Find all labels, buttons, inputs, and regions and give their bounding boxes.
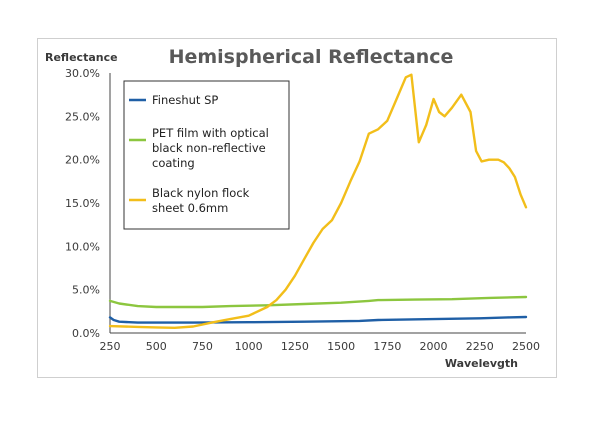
- y-tick-label: 10.0%: [65, 240, 100, 253]
- legend-entry-1: Fineshut SP: [152, 93, 218, 107]
- x-tick-label: 1500: [327, 340, 355, 353]
- x-tick-label: 2500: [512, 340, 540, 353]
- y-tick-label: 20.0%: [65, 154, 100, 167]
- series-line-1: [108, 315, 528, 324]
- y-tick-label: 0.0%: [72, 327, 100, 340]
- legend-entry-2: PET film with optical black non-reflectiv…: [152, 126, 269, 170]
- axes: 250 500 750 1000 1250 1500 1750 2000 2250 2500 0.0…: [65, 67, 540, 353]
- legend-entry-3: Black nylon flock sheet 0.6mm: [152, 186, 250, 215]
- legend-box: [123, 80, 290, 230]
- y-tick-label: 5.0%: [72, 284, 100, 297]
- series-line-2: [108, 295, 528, 309]
- x-tick-label: 1250: [281, 340, 309, 353]
- y-tick-label: 30.0%: [65, 67, 100, 80]
- series-line-3: [108, 73, 528, 329]
- x-tick-label: 500: [146, 340, 167, 353]
- y-tick-label: 25.0%: [65, 110, 100, 123]
- x-axis-label: Wavelevgth: [445, 357, 518, 370]
- x-tick-label: 2000: [420, 340, 448, 353]
- y-tick-label: 15.0%: [65, 197, 100, 210]
- x-tick-label: 750: [192, 340, 213, 353]
- series-lines: [108, 73, 528, 329]
- chart-title: Hemispherical Reflectance: [169, 46, 454, 68]
- x-tick-label: 1000: [235, 340, 263, 353]
- legend: Fineshut SP PET film with optical black no…: [123, 80, 290, 230]
- x-tick-label: 250: [100, 340, 121, 353]
- x-tick-label: 2250: [466, 340, 494, 353]
- y-axis-label: Reflectance: [45, 51, 118, 64]
- x-tick-label: 1750: [373, 340, 401, 353]
